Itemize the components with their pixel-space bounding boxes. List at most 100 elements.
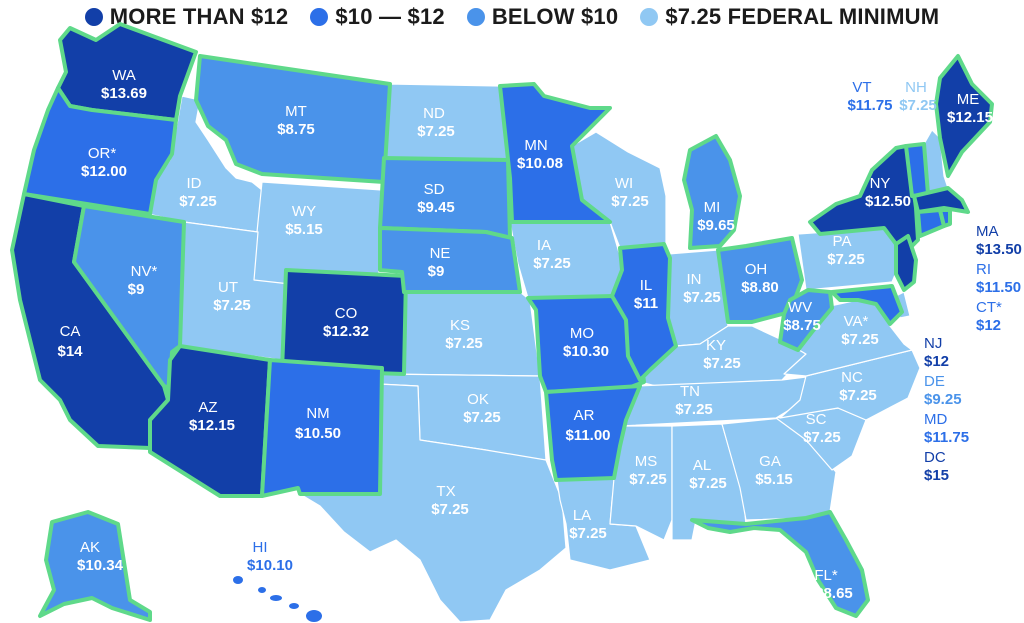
label-ct-wage: $12 bbox=[976, 317, 1001, 334]
state-mt[interactable] bbox=[194, 54, 392, 184]
label-wv-abbr: WV bbox=[788, 299, 812, 316]
label-ut-wage: $7.25 bbox=[213, 297, 251, 314]
label-ri-abbr: RI bbox=[976, 261, 991, 278]
above-federal-states bbox=[10, 22, 994, 622]
hi-island-4 bbox=[289, 603, 299, 609]
state-ne[interactable] bbox=[378, 226, 522, 294]
legend-label-10-to-12: $10 — $12 bbox=[335, 4, 445, 29]
label-wy-abbr: WY bbox=[292, 203, 316, 220]
label-me-wage: $12.15 bbox=[947, 109, 993, 126]
label-fl-abbr: FL* bbox=[814, 567, 838, 584]
label-ia-wage: $7.25 bbox=[533, 255, 571, 272]
legend-swatch-below-10 bbox=[466, 8, 485, 26]
label-va-abbr: VA* bbox=[844, 313, 869, 330]
state-wv[interactable] bbox=[778, 288, 834, 352]
state-ri[interactable] bbox=[938, 208, 952, 228]
label-nh-abbr: NH bbox=[905, 79, 927, 96]
federal-minimum-states bbox=[147, 83, 949, 623]
label-pa-wage: $7.25 bbox=[827, 251, 865, 268]
label-az-wage: $12.15 bbox=[189, 417, 235, 434]
label-nv-abbr: NV* bbox=[131, 263, 158, 280]
label-ma-wage: $13.50 bbox=[976, 241, 1022, 258]
legend-item-federal-minimum: $7.25 FEDERAL MINIMUM bbox=[640, 4, 939, 30]
state-co[interactable] bbox=[280, 268, 408, 376]
label-wy-wage: $5.15 bbox=[285, 221, 323, 238]
label-al-wage: $7.25 bbox=[689, 475, 727, 492]
label-pa-abbr: PA bbox=[833, 233, 852, 250]
label-nv-wage: $9 bbox=[128, 281, 145, 298]
state-me[interactable] bbox=[934, 54, 994, 178]
label-nd-wage: $7.25 bbox=[417, 123, 455, 140]
label-nc-abbr: NC bbox=[841, 369, 863, 386]
label-hi-wage: $10.10 bbox=[247, 557, 293, 574]
label-ny-abbr: NY bbox=[870, 175, 891, 192]
label-vt-wage: $11.75 bbox=[847, 97, 892, 114]
hi-island-1 bbox=[233, 576, 243, 584]
state-hi[interactable] bbox=[233, 576, 322, 622]
label-oh-abbr: OH bbox=[745, 261, 768, 278]
state-vt[interactable] bbox=[904, 142, 930, 198]
label-in-wage: $7.25 bbox=[683, 289, 721, 306]
state-ak[interactable] bbox=[38, 510, 152, 622]
label-nj-abbr: NJ bbox=[924, 335, 942, 352]
label-mn-wage: $10.08 bbox=[517, 155, 563, 172]
label-ks-wage: $7.25 bbox=[445, 335, 483, 352]
state-labels: WA $13.69 OR* $12.00 CA $14 ID $7.25 NV*… bbox=[57, 67, 992, 602]
label-co-wage: $12.32 bbox=[323, 323, 369, 340]
legend-item-10-to-12: $10 — $12 bbox=[310, 4, 445, 30]
label-il-wage: $11 bbox=[634, 295, 658, 312]
label-ga-wage: $5.15 bbox=[755, 471, 793, 488]
label-ar-abbr: AR bbox=[574, 407, 595, 424]
label-ri-wage: $11.50 bbox=[976, 279, 1021, 296]
label-dc-abbr: DC bbox=[924, 449, 946, 466]
label-or-abbr: OR* bbox=[88, 145, 117, 162]
label-ok-abbr: OK bbox=[467, 391, 489, 408]
state-wa[interactable] bbox=[56, 22, 198, 122]
hi-island-2 bbox=[258, 587, 266, 593]
state-tx[interactable] bbox=[299, 383, 567, 623]
legend-item-below-10: BELOW $10 bbox=[466, 4, 619, 30]
label-ne-abbr: NE bbox=[430, 245, 451, 262]
legend-swatch-10-to-12 bbox=[310, 8, 329, 26]
hi-island-5 bbox=[306, 610, 322, 622]
state-nc[interactable] bbox=[779, 349, 921, 421]
state-ar[interactable] bbox=[544, 384, 642, 482]
label-mt-wage: $8.75 bbox=[277, 121, 315, 138]
label-ca-wage: $14 bbox=[57, 343, 83, 360]
label-tn-abbr: TN bbox=[680, 383, 700, 400]
label-nd-abbr: ND bbox=[423, 105, 445, 122]
label-ks-abbr: KS bbox=[450, 317, 470, 334]
label-mt-abbr: MT bbox=[285, 103, 307, 120]
label-va-wage: $7.25 bbox=[841, 331, 879, 348]
label-mn-abbr: MN bbox=[524, 137, 547, 154]
state-nm[interactable] bbox=[260, 358, 384, 498]
state-fl[interactable] bbox=[690, 510, 870, 618]
state-or[interactable] bbox=[22, 86, 178, 216]
label-nj-wage: $12 bbox=[924, 353, 949, 370]
label-wa-wage: $13.69 bbox=[101, 85, 147, 102]
label-sc-wage: $7.25 bbox=[803, 429, 841, 446]
label-ky-wage: $7.25 bbox=[703, 355, 741, 372]
label-ct-abbr: CT* bbox=[976, 299, 1002, 316]
legend-item-more-than-12: MORE THAN $12 bbox=[84, 4, 289, 30]
label-az-abbr: AZ bbox=[198, 399, 217, 416]
label-or-wage: $12.00 bbox=[81, 163, 127, 180]
state-il[interactable] bbox=[610, 242, 678, 382]
label-mo-wage: $10.30 bbox=[563, 343, 609, 360]
label-ms-wage: $7.25 bbox=[629, 471, 667, 488]
state-sd[interactable] bbox=[378, 156, 512, 240]
label-ne-wage: $9 bbox=[428, 263, 445, 280]
state-nd[interactable] bbox=[383, 83, 509, 161]
state-mn[interactable] bbox=[498, 82, 612, 224]
label-hi-abbr: HI bbox=[253, 539, 268, 556]
state-mi[interactable] bbox=[682, 134, 742, 250]
label-il-abbr: IL bbox=[640, 277, 653, 294]
state-md[interactable] bbox=[830, 284, 904, 326]
label-dc-wage: $15 bbox=[924, 467, 949, 484]
label-sc-abbr: SC bbox=[806, 411, 827, 428]
label-tn-wage: $7.25 bbox=[675, 401, 713, 418]
label-wa-abbr: WA bbox=[112, 67, 136, 84]
state-nj[interactable] bbox=[894, 234, 918, 292]
label-fl-wage: $8.65 bbox=[815, 585, 853, 602]
legend-label-below-10: BELOW $10 bbox=[491, 4, 619, 29]
